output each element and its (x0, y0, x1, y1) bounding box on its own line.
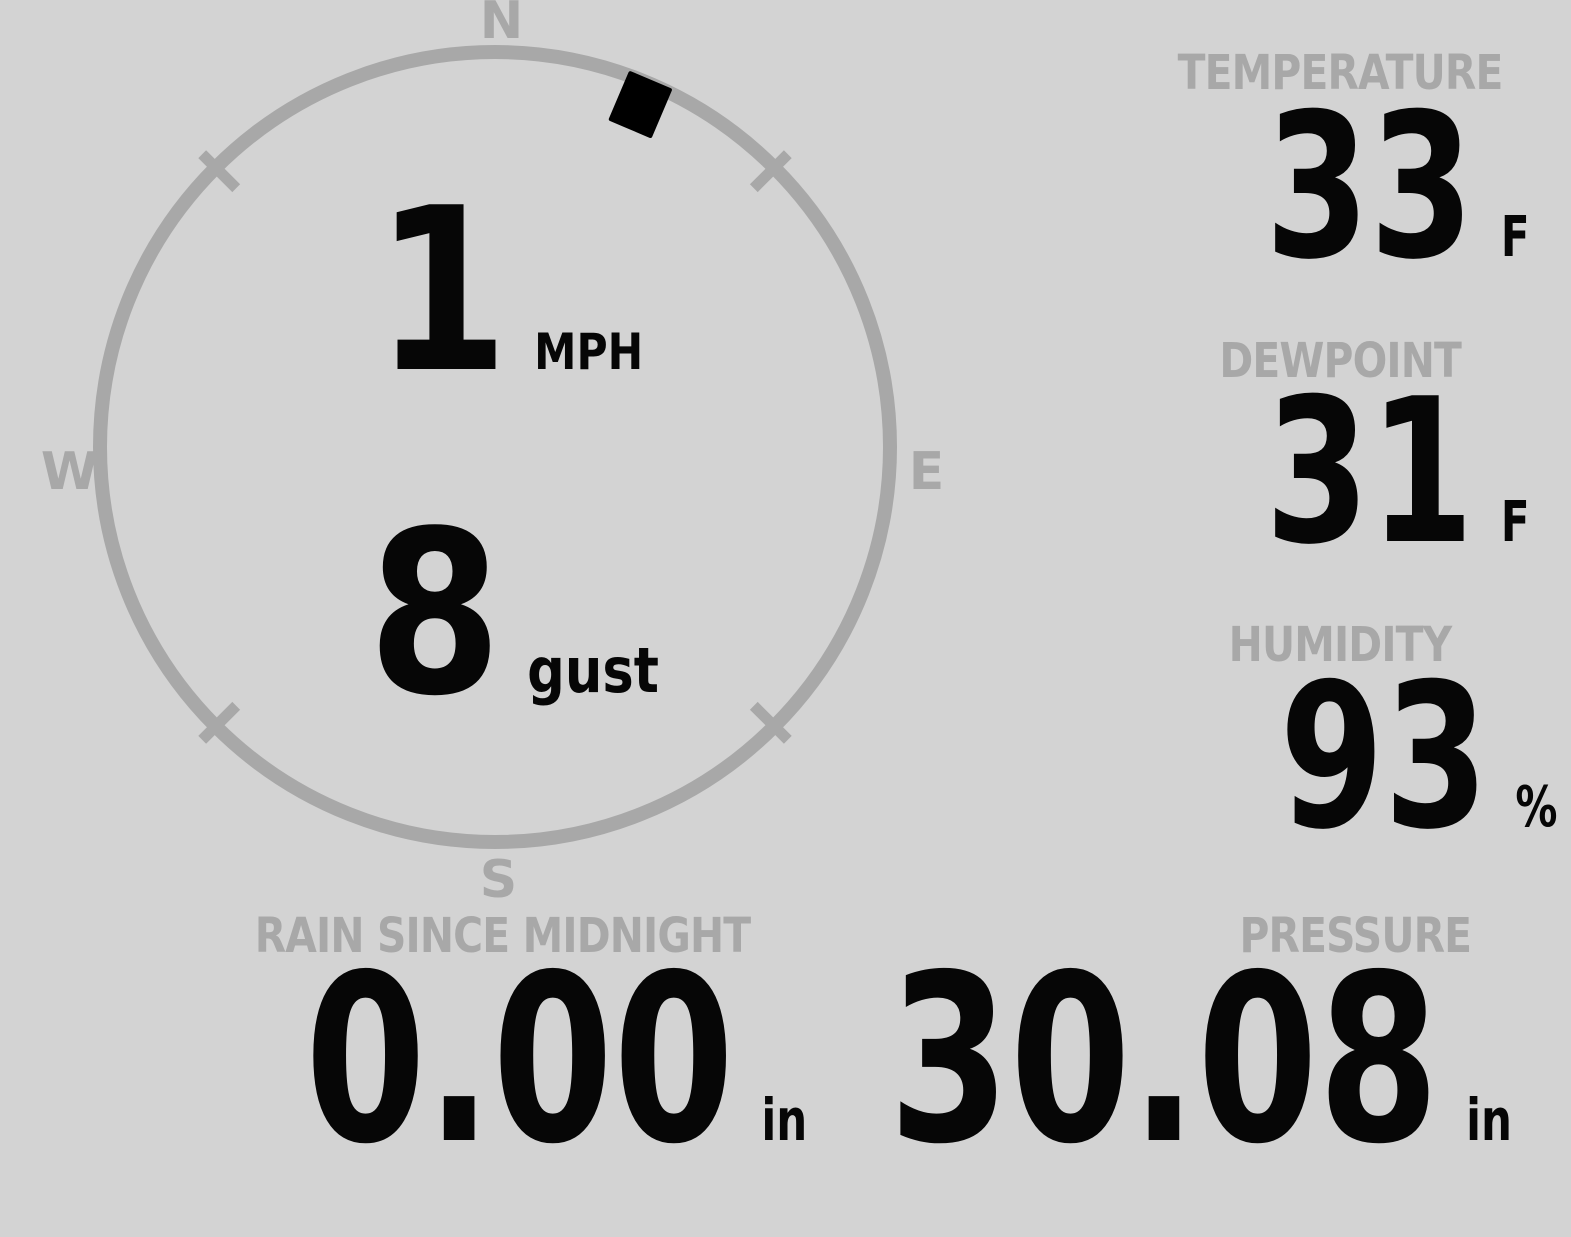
humidity-unit: % (1514, 775, 1557, 840)
dewpoint-unit: F (1501, 490, 1530, 555)
compass-label-north: N (479, 0, 524, 51)
compass-tick-sw (198, 701, 241, 744)
humidity-value-row: 93 % (1279, 658, 1557, 858)
wind-speed-row: 1 MPH (375, 179, 643, 405)
temperature-label: TEMPERATURE (1105, 49, 1571, 97)
wind-speed-value: 1 (375, 160, 509, 423)
temperature-value: 33 (1265, 71, 1475, 304)
humidity-value: 93 (1279, 641, 1488, 874)
pressure-unit: in (1466, 1086, 1512, 1154)
compass-tick-nw (198, 150, 241, 193)
pressure-value-row: 30.08 in (889, 944, 1512, 1176)
dewpoint-label: DEWPOINT (1105, 337, 1571, 385)
compass-tick-ne (749, 150, 792, 193)
temperature-label-text: TEMPERATURE (1177, 45, 1504, 101)
wind-gust-unit: gust (527, 634, 659, 707)
compass-label-south: S (479, 850, 517, 910)
wind-gust-value: 8 (368, 483, 502, 746)
dewpoint-value: 31 (1265, 356, 1475, 589)
temperature-unit: F (1501, 205, 1530, 270)
pressure-label: PRESSURE (1120, 912, 1571, 960)
dewpoint-value-row: 31 F (1266, 373, 1530, 573)
rain-value-row: 0.00 in (305, 944, 807, 1176)
wind-gust-row: 8 gust (368, 502, 659, 728)
rain-unit: in (761, 1086, 808, 1154)
compass-label-east: E (908, 442, 945, 502)
dewpoint-label-text: DEWPOINT (1219, 333, 1462, 389)
temperature-value-row: 33 F (1266, 88, 1530, 288)
wind-speed-unit: MPH (534, 323, 644, 381)
compass-gauge (93, 45, 897, 849)
compass-label-west: W (40, 442, 98, 502)
wind-direction-marker (608, 71, 672, 138)
compass-ring (93, 45, 897, 849)
rain-value: 0.00 (305, 925, 735, 1195)
pressure-value: 30.08 (888, 925, 1440, 1195)
compass-tick-se (749, 701, 792, 744)
humidity-label-text: HUMIDITY (1228, 617, 1453, 673)
pressure-label-text: PRESSURE (1239, 908, 1472, 964)
humidity-label: HUMIDITY (1105, 621, 1571, 669)
rain-label: RAIN SINCE MIDNIGHT (82, 912, 922, 960)
rain-label-text: RAIN SINCE MIDNIGHT (254, 908, 750, 964)
